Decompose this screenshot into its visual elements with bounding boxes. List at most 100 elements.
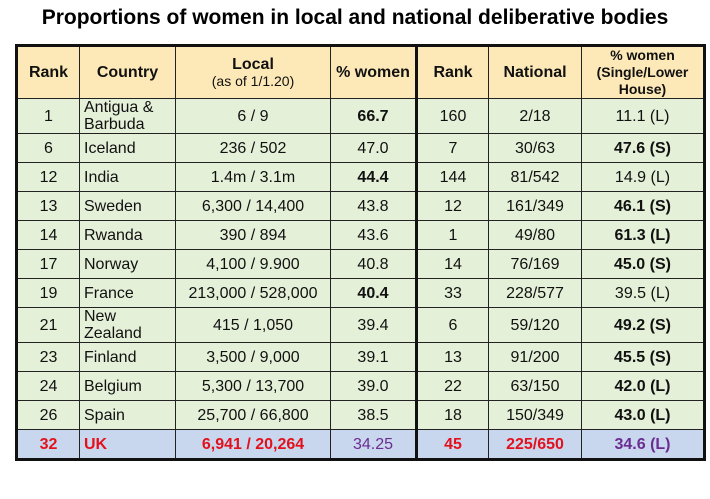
cell-local: 213,000 / 528,000 xyxy=(175,278,331,308)
table-row: 12 India 1.4m / 3.1m 44.4 144 81/542 14.9 (L) xyxy=(16,162,705,192)
cell-rank: 21 xyxy=(16,307,80,343)
cell-national: 59/120 xyxy=(488,307,582,343)
cell-country: France xyxy=(79,278,176,308)
table-row: 23 Finland 3,500 / 9,000 39.1 13 91/200 45.5 (… xyxy=(16,342,705,372)
header-country-label: Country xyxy=(96,64,159,81)
cell-national: 49/80 xyxy=(488,220,582,250)
cell-pct-women-local: 39.0 xyxy=(330,371,418,401)
table-row: 26 Spain 25,700 / 66,800 38.5 18 150/349 43.0 … xyxy=(16,400,705,430)
cell-national: 2/18 xyxy=(488,98,582,134)
cell-rank-national: 7 xyxy=(416,133,489,163)
cell-country: Rwanda xyxy=(79,220,176,250)
cell-local: 390 / 894 xyxy=(175,220,331,250)
cell-national: 91/200 xyxy=(488,342,582,372)
cell-pct-women-local: 34.25 xyxy=(330,429,418,460)
cell-local: 1.4m / 3.1m xyxy=(175,162,331,192)
cell-pct-women-national: 14.9 (L) xyxy=(581,162,705,192)
cell-rank: 1 xyxy=(16,98,80,134)
cell-pct-women-national: 45.5 (S) xyxy=(581,342,705,372)
cell-country: UK xyxy=(79,429,176,460)
cell-pct-women-local: 44.4 xyxy=(330,162,418,192)
cell-rank-national: 144 xyxy=(416,162,489,192)
table-row: 24 Belgium 5,300 / 13,700 39.0 22 63/150 42.0 … xyxy=(16,371,705,401)
header-pct-women-local: % women xyxy=(330,45,418,99)
table-row: 21 New Zealand 415 / 1,050 39.4 6 59/120 49.2 … xyxy=(16,307,705,343)
cell-pct-women-local: 43.8 xyxy=(330,191,418,221)
cell-rank-national: 33 xyxy=(416,278,489,308)
cell-rank-national: 45 xyxy=(416,429,489,460)
cell-pct-women-local: 47.0 xyxy=(330,133,418,163)
cell-country: Iceland xyxy=(79,133,176,163)
cell-pct-women-national: 43.0 (L) xyxy=(581,400,705,430)
cell-pct-women-local: 43.6 xyxy=(330,220,418,250)
table-row: 14 Rwanda 390 / 894 43.6 1 49/80 61.3 (L) xyxy=(16,220,705,250)
cell-local: 3,500 / 9,000 xyxy=(175,342,331,372)
cell-national: 228/577 xyxy=(488,278,582,308)
cell-rank-national: 6 xyxy=(416,307,489,343)
cell-rank: 13 xyxy=(16,191,80,221)
cell-rank: 24 xyxy=(16,371,80,401)
header-rank-local: Rank xyxy=(16,45,80,99)
cell-local: 415 / 1,050 xyxy=(175,307,331,343)
cell-local: 6 / 9 xyxy=(175,98,331,134)
cell-pct-women-national: 42.0 (L) xyxy=(581,371,705,401)
cell-pct-women-local: 39.1 xyxy=(330,342,418,372)
cell-pct-women-national: 61.3 (L) xyxy=(581,220,705,250)
cell-rank: 23 xyxy=(16,342,80,372)
cell-national: 76/169 xyxy=(488,249,582,279)
cell-rank: 6 xyxy=(16,133,80,163)
women-representation-table: Rank Country Local (as of 1/1.20) % wome… xyxy=(15,44,706,461)
cell-rank-national: 1 xyxy=(416,220,489,250)
cell-rank: 17 xyxy=(16,249,80,279)
cell-national: 81/542 xyxy=(488,162,582,192)
cell-pct-women-national: 34.6 (L) xyxy=(581,429,705,460)
table-row: 17 Norway 4,100 / 9.900 40.8 14 76/169 45.0 (S… xyxy=(16,249,705,279)
table-row: 19 France 213,000 / 528,000 40.4 33 228/577 39… xyxy=(16,278,705,308)
cell-rank: 19 xyxy=(16,278,80,308)
header-local: Local (as of 1/1.20) xyxy=(175,45,331,99)
cell-pct-women-national: 46.1 (S) xyxy=(581,191,705,221)
cell-country: Spain xyxy=(79,400,176,430)
header-rank-national: Rank xyxy=(416,45,489,99)
cell-country: New Zealand xyxy=(79,307,176,343)
cell-country: Norway xyxy=(79,249,176,279)
cell-national: 150/349 xyxy=(488,400,582,430)
cell-pct-women-national: 47.6 (S) xyxy=(581,133,705,163)
cell-local: 236 / 502 xyxy=(175,133,331,163)
cell-local: 6,300 / 14,400 xyxy=(175,191,331,221)
cell-local: 4,100 / 9.900 xyxy=(175,249,331,279)
table-row: 1 Antigua & Barbuda 6 / 9 66.7 160 2/18 11.1 (… xyxy=(16,98,705,134)
cell-country: India xyxy=(79,162,176,192)
cell-rank: 32 xyxy=(16,429,80,460)
cell-local: 6,941 / 20,264 xyxy=(175,429,331,460)
cell-pct-women-national: 45.0 (S) xyxy=(581,249,705,279)
cell-national: 225/650 xyxy=(488,429,582,460)
table-row: 13 Sweden 6,300 / 14,400 43.8 12 161/349 46.1 … xyxy=(16,191,705,221)
page-title: Proportions of women in local and nation… xyxy=(41,6,669,29)
cell-national: 161/349 xyxy=(488,191,582,221)
cell-pct-women-local: 38.5 xyxy=(330,400,418,430)
header-local-sub: (as of 1/1.20) xyxy=(211,72,295,89)
header-national: National xyxy=(488,45,582,99)
cell-pct-women-local: 66.7 xyxy=(330,98,418,134)
cell-rank: 14 xyxy=(16,220,80,250)
cell-rank-national: 14 xyxy=(416,249,489,279)
cell-pct-women-national: 39.5 (L) xyxy=(581,278,705,308)
table-row: 32 UK 6,941 / 20,264 34.25 45 225/650 34.6 (L) xyxy=(16,429,705,460)
cell-national: 63/150 xyxy=(488,371,582,401)
cell-country: Belgium xyxy=(79,371,176,401)
header-pct-women-national: % women (Single/Lower House) xyxy=(581,45,705,99)
cell-country: Antigua & Barbuda xyxy=(79,98,176,134)
cell-local: 25,700 / 66,800 xyxy=(175,400,331,430)
header-country: Country xyxy=(79,45,176,99)
cell-rank: 26 xyxy=(16,400,80,430)
cell-rank: 12 xyxy=(16,162,80,192)
header-row: Rank Country Local (as of 1/1.20) % wome… xyxy=(16,45,705,99)
cell-pct-women-local: 40.8 xyxy=(330,249,418,279)
cell-rank-national: 18 xyxy=(416,400,489,430)
cell-country: Finland xyxy=(79,342,176,372)
cell-pct-women-national: 11.1 (L) xyxy=(581,98,705,134)
cell-country: Sweden xyxy=(79,191,176,221)
cell-pct-women-local: 40.4 xyxy=(330,278,418,308)
table-row: 6 Iceland 236 / 502 47.0 7 30/63 47.6 (S) xyxy=(16,133,705,163)
